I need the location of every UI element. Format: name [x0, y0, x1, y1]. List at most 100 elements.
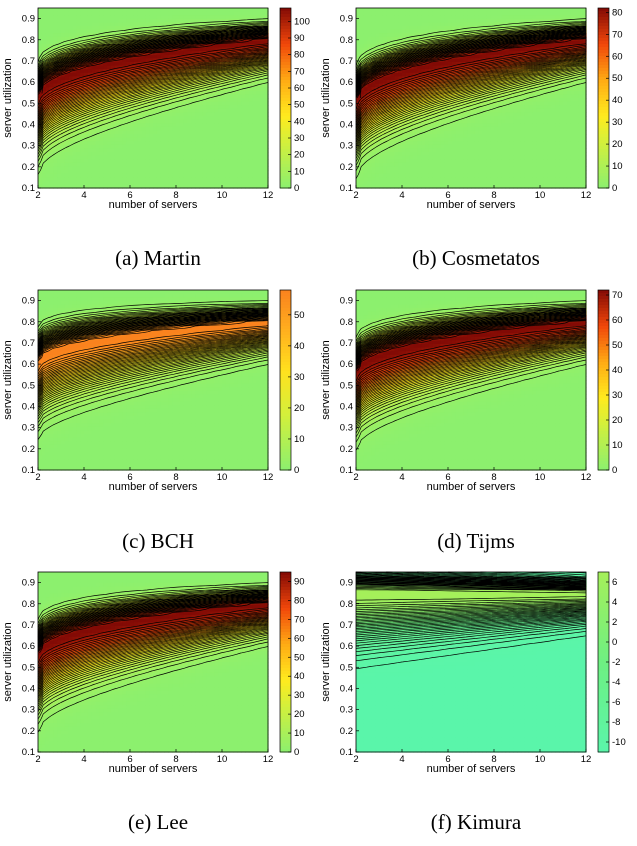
y-tick-label: 0.8: [340, 317, 353, 328]
contour-line: [37, 307, 269, 415]
plot-frame: [355, 289, 587, 471]
contour-line: [37, 598, 269, 676]
contour-line: [37, 305, 269, 423]
x-tick-label: 6: [445, 190, 450, 201]
colorbar-tick-label: 70: [612, 29, 623, 40]
y-axis-label: server utilization: [2, 340, 14, 419]
contour-line: [355, 314, 587, 402]
colorbar-tick-label: 30: [294, 372, 305, 383]
plot-frame: [37, 289, 269, 471]
x-axis-label: number of servers: [427, 763, 516, 775]
contour-line: [355, 587, 587, 607]
y-axis-label: server utilization: [2, 622, 14, 701]
contour-line: [355, 583, 587, 614]
contour-line: [355, 26, 587, 152]
y-tick-label: 0.9: [22, 578, 35, 589]
y-tick-label: 0.5: [22, 98, 35, 109]
contour-line: [37, 306, 269, 420]
colorbar-tick-label: 50: [612, 340, 623, 351]
x-tick-label: 6: [445, 754, 450, 765]
y-tick-label: 0.7: [22, 338, 35, 349]
colorbar-tick-label: 40: [294, 341, 305, 352]
contour-line: [37, 596, 269, 684]
contour-line: [355, 580, 587, 620]
contour-line: [355, 576, 587, 633]
y-tick-label: 0.5: [340, 98, 353, 109]
contour-line: [37, 26, 269, 147]
heat-cells: [356, 572, 587, 753]
y-tick-label: 0.3: [340, 141, 353, 152]
contour-line: [355, 308, 587, 421]
y-axis-label: server utilization: [2, 58, 14, 137]
caption-e: (e) Lee: [127, 810, 189, 834]
y-tick-label: 0.8: [22, 317, 35, 328]
x-tick-label: 8: [491, 190, 496, 201]
contour-line: [355, 571, 587, 649]
contour-line: [37, 315, 269, 388]
y-tick-label: 0.7: [340, 338, 353, 349]
caption-f: (f) Kimura: [430, 810, 522, 834]
contour-line: [355, 304, 587, 438]
colorbar-tick-label: 40: [294, 116, 305, 127]
y-tick-label: 0.9: [340, 296, 353, 307]
x-axis-label: number of servers: [427, 481, 516, 493]
y-tick-label: 0.2: [340, 162, 353, 173]
y-tick-label: 0.4: [340, 683, 353, 694]
y-tick-label: 0.3: [22, 141, 35, 152]
y-tick-label: 0.6: [22, 77, 35, 88]
colorbar-tick-label: 10: [612, 440, 623, 451]
contour-line: [355, 571, 587, 647]
colorbar-tick-label: 30: [294, 133, 305, 144]
contour-line: [355, 24, 587, 159]
contour-line: [37, 24, 269, 155]
contour-line: [355, 310, 587, 416]
contour-line: [355, 579, 587, 625]
contour-line: [355, 577, 587, 628]
contour-line: [355, 312, 587, 408]
x-tick-label: 2: [353, 472, 358, 483]
contour-line: [355, 307, 587, 425]
panel-b: 2 4 6 8 10 12 0.1 0.2 0.3 0.4 0.5 0.6 0.7 0.8 0.9 numbe…: [318, 0, 623, 280]
contour-line: [355, 309, 587, 419]
y-tick-label: 0.3: [22, 705, 35, 716]
y-tick-label: 0.2: [22, 726, 35, 737]
panel-e: 2 4 6 8 10 12 0.1 0.2 0.3 0.4 0.5 0.6 0.7 0.8 0.9 numbe…: [0, 564, 305, 844]
x-tick-label: 10: [535, 472, 546, 483]
contour-line: [355, 311, 587, 411]
contour-line: [37, 586, 269, 720]
contour-line: [37, 35, 269, 116]
colorbar-tick-label: 2: [612, 617, 617, 628]
contour-line: [37, 26, 269, 145]
y-tick-label: 0.9: [22, 14, 35, 25]
x-tick-label: 12: [581, 754, 592, 765]
contour-line: [37, 595, 269, 685]
y-tick-label: 0.8: [22, 599, 35, 610]
x-tick-label: 4: [399, 754, 404, 765]
x-tick-label: 6: [127, 472, 132, 483]
colorbar: [280, 290, 291, 471]
y-tick-label: 0.5: [340, 662, 353, 673]
contour-line: [37, 308, 269, 410]
y-axis-label: server utilization: [320, 58, 332, 137]
y-tick-label: 0.5: [22, 662, 35, 673]
contour-line: [355, 571, 587, 653]
colorbar: [598, 290, 609, 471]
colorbar: [280, 8, 291, 189]
colorbar-tick-label: 50: [294, 652, 305, 663]
contour-line: [355, 34, 587, 124]
contour-line: [355, 306, 587, 428]
contour-line: [356, 589, 587, 601]
y-tick-label: 0.4: [22, 119, 35, 130]
colorbar-tick-label: 0: [612, 465, 617, 476]
x-axis-label: number of servers: [109, 481, 198, 493]
colorbar-tick-label: 10: [612, 161, 623, 172]
contour-line: [355, 315, 587, 399]
colorbar-tick-label: 10: [294, 434, 305, 445]
colorbar-frame: [279, 571, 292, 753]
contour-line: [37, 595, 269, 688]
contour-line: [37, 590, 269, 703]
caption-c: (c) BCH: [122, 529, 194, 553]
contour-line: [37, 24, 269, 152]
x-tick-label: 4: [81, 472, 86, 483]
colorbar-tick-label: 0: [612, 183, 617, 194]
